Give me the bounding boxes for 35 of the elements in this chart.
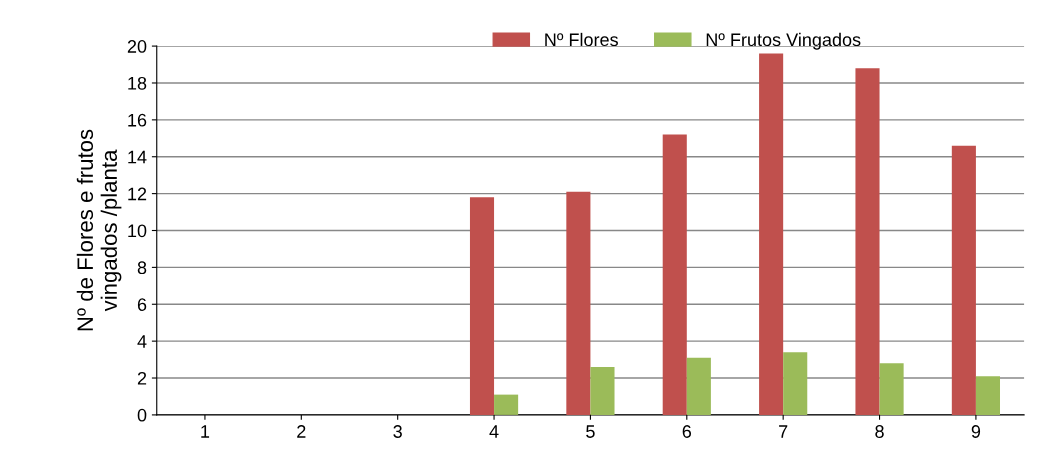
bar <box>469 197 495 415</box>
y-tick-label: 4 <box>137 335 147 348</box>
x-tick-label: 1 <box>201 425 210 438</box>
x-tick-label: 5 <box>586 425 595 438</box>
bar <box>686 357 711 415</box>
y-tick-label: 8 <box>137 261 147 275</box>
bar <box>975 376 1001 415</box>
bar <box>951 145 976 415</box>
bar <box>662 134 687 415</box>
x-tick-label: 8 <box>875 425 884 438</box>
x-tick-label: 7 <box>779 425 788 438</box>
y-tick-label: 14 <box>128 150 147 164</box>
y-tick-label: 2 <box>137 371 147 385</box>
bar <box>879 363 904 415</box>
bar <box>566 191 591 415</box>
bar <box>494 394 519 415</box>
bar <box>590 366 615 415</box>
x-tick-label: 6 <box>682 425 692 438</box>
y-tick-label: 12 <box>128 187 147 201</box>
y-tick-label: 0 <box>137 408 147 422</box>
y-tick-label: 20 <box>127 40 147 53</box>
x-tick-label: 2 <box>297 425 306 438</box>
x-tick-label: 4 <box>489 425 499 438</box>
y-tick-label: 10 <box>128 224 147 238</box>
bar <box>783 352 808 415</box>
y-tick-label: 6 <box>137 298 147 311</box>
bar <box>855 68 880 415</box>
bar <box>759 53 784 415</box>
x-tick-label: 9 <box>971 425 981 438</box>
y-axis-title: Nº de Flores e frutos vingados /planta <box>76 129 122 331</box>
y-tick-label: 16 <box>128 113 147 127</box>
x-tick-label: 3 <box>393 425 402 438</box>
y-tick-label: 18 <box>128 76 147 90</box>
legend-label: Nº Flores <box>545 32 618 47</box>
legend-label: Nº Frutos Vingados <box>706 32 861 50</box>
